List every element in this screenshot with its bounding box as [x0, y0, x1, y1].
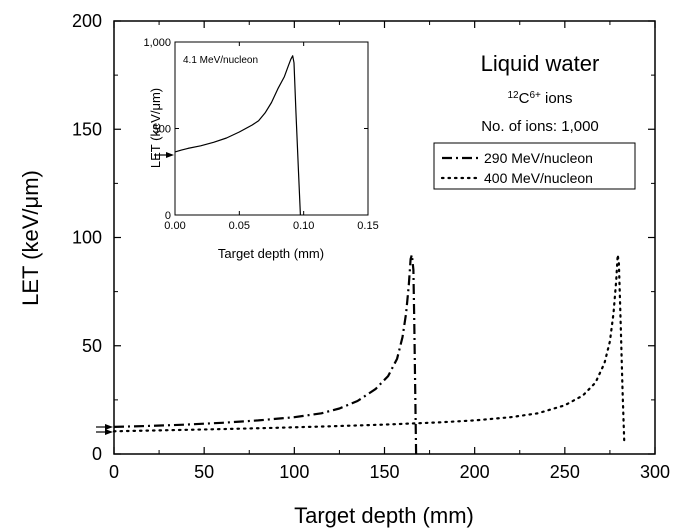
inset-y-axis-title: LET (keV/μm) — [148, 88, 163, 168]
inset-y-tick-label-0: 0 — [165, 210, 171, 222]
y-tick-label-2: 100 — [72, 228, 102, 248]
material-label: Liquid water — [481, 51, 600, 76]
legend-label-400: 400 MeV/nucleon — [484, 170, 593, 186]
inset-y-tick-label-2: 1,000 — [143, 37, 171, 49]
series-line-0 — [113, 253, 418, 455]
inset-x-axis-title: Target depth (mm) — [218, 246, 324, 261]
inset-x-tick-label-1: 0.05 — [229, 220, 250, 232]
x-axis-title: Target depth (mm) — [294, 503, 474, 528]
y-tick-label-0: 0 — [92, 444, 102, 464]
inset-x-tick-label-2: 0.10 — [293, 220, 314, 232]
legend-label-290: 290 MeV/nucleon — [484, 150, 593, 166]
y-axis-arrows — [96, 424, 113, 435]
x-tick-label-0: 0 — [109, 462, 119, 482]
ion-symbol: C — [519, 90, 530, 107]
series-line-1 — [112, 253, 626, 445]
inset-x-tick-label-0: 0.00 — [164, 220, 185, 232]
y-tick-label-1: 50 — [82, 336, 102, 356]
ion-charge: 6+ — [529, 90, 541, 101]
ion-word: ions — [541, 90, 573, 107]
x-tick-label-2: 100 — [279, 462, 309, 482]
inset-chart: 0.00 0.05 0.10 0.15 0 500 1,000 4.1 MeV/nucleo… — [143, 37, 378, 261]
ions-count-label: No. of ions: 1,000 — [481, 118, 599, 135]
y-tick-label-4: 200 — [72, 11, 102, 31]
inset-frame — [174, 41, 369, 216]
y-axis-title: LET (keV/μm) — [18, 170, 43, 306]
x-tick-label-1: 50 — [194, 462, 214, 482]
legend-box — [433, 142, 636, 190]
x-tick-label-6: 300 — [640, 462, 670, 482]
y-tick-label-3: 150 — [72, 119, 102, 139]
inset-arrow-head — [166, 152, 174, 158]
inset-x-tick-label-3: 0.15 — [357, 220, 378, 232]
ion-label: 12C6+ ions — [507, 90, 572, 108]
inset-series-group — [174, 55, 301, 216]
x-tick-label-5: 250 — [550, 462, 580, 482]
main-series-group — [112, 253, 626, 455]
inset-annotation: 4.1 MeV/nucleon — [183, 55, 258, 66]
inset-series-line-0 — [174, 55, 301, 216]
inset-axis-ticks: 0.00 0.05 0.10 0.15 0 500 1,000 — [143, 37, 378, 232]
inset-y-tick-label-1: 500 — [153, 124, 171, 136]
arrow-head-400 — [105, 429, 113, 435]
x-tick-label-4: 200 — [460, 462, 490, 482]
legend: 290 MeV/nucleon 400 MeV/nucleon — [433, 142, 636, 190]
ion-mass: 12 — [507, 90, 519, 101]
x-tick-label-3: 150 — [369, 462, 399, 482]
main-axis-ticks: 0 50 100 150 200 250 300 0 50 100 150 200 — [72, 11, 670, 482]
arrow-head-290 — [105, 424, 113, 430]
